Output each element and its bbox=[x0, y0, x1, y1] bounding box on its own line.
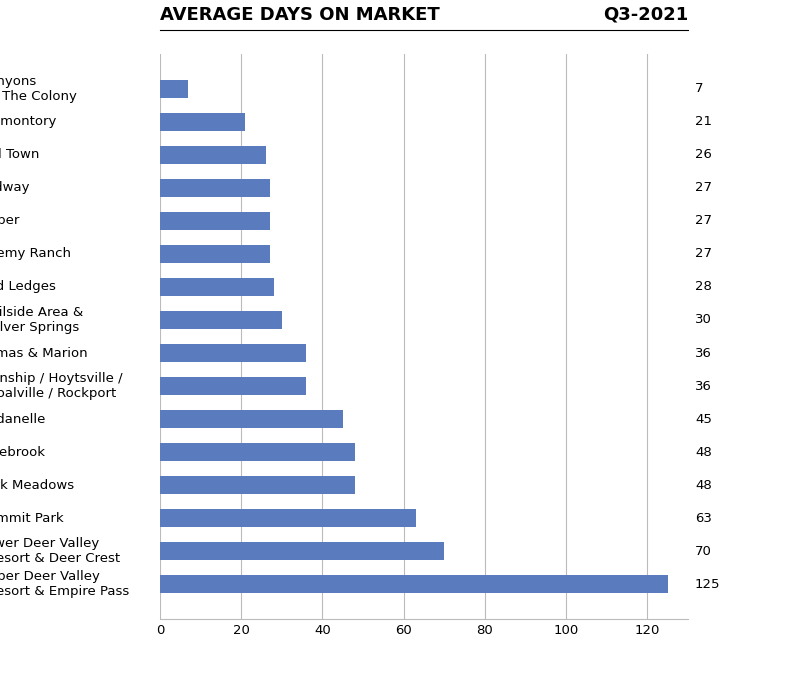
Bar bbox=[160, 344, 306, 362]
Text: 28: 28 bbox=[695, 281, 712, 293]
Bar bbox=[160, 377, 306, 395]
Text: Q3-2021: Q3-2021 bbox=[602, 5, 688, 24]
Bar bbox=[160, 476, 355, 494]
Bar bbox=[160, 212, 270, 230]
Text: 48: 48 bbox=[695, 479, 712, 492]
Text: 48: 48 bbox=[695, 446, 712, 459]
Bar bbox=[160, 509, 416, 528]
Bar bbox=[160, 112, 246, 131]
Text: 70: 70 bbox=[695, 545, 712, 558]
Bar bbox=[160, 410, 342, 428]
Bar bbox=[160, 79, 189, 98]
Bar bbox=[160, 443, 355, 461]
Text: 36: 36 bbox=[695, 347, 712, 359]
Text: 26: 26 bbox=[695, 148, 712, 162]
Text: 7: 7 bbox=[695, 82, 703, 95]
Bar bbox=[160, 311, 282, 329]
Text: 27: 27 bbox=[695, 181, 712, 194]
Text: 21: 21 bbox=[695, 115, 712, 128]
Bar bbox=[160, 145, 266, 164]
Bar bbox=[160, 542, 444, 561]
Text: 36: 36 bbox=[695, 380, 712, 392]
Text: AVERAGE DAYS ON MARKET: AVERAGE DAYS ON MARKET bbox=[160, 5, 440, 24]
Text: 27: 27 bbox=[695, 248, 712, 260]
Bar bbox=[160, 278, 274, 296]
Bar bbox=[160, 245, 270, 263]
Text: 30: 30 bbox=[695, 314, 712, 326]
Text: 125: 125 bbox=[695, 578, 721, 591]
Text: 63: 63 bbox=[695, 511, 712, 525]
Text: 45: 45 bbox=[695, 413, 712, 425]
Text: 27: 27 bbox=[695, 214, 712, 227]
Bar bbox=[160, 179, 270, 197]
Bar bbox=[160, 575, 668, 594]
